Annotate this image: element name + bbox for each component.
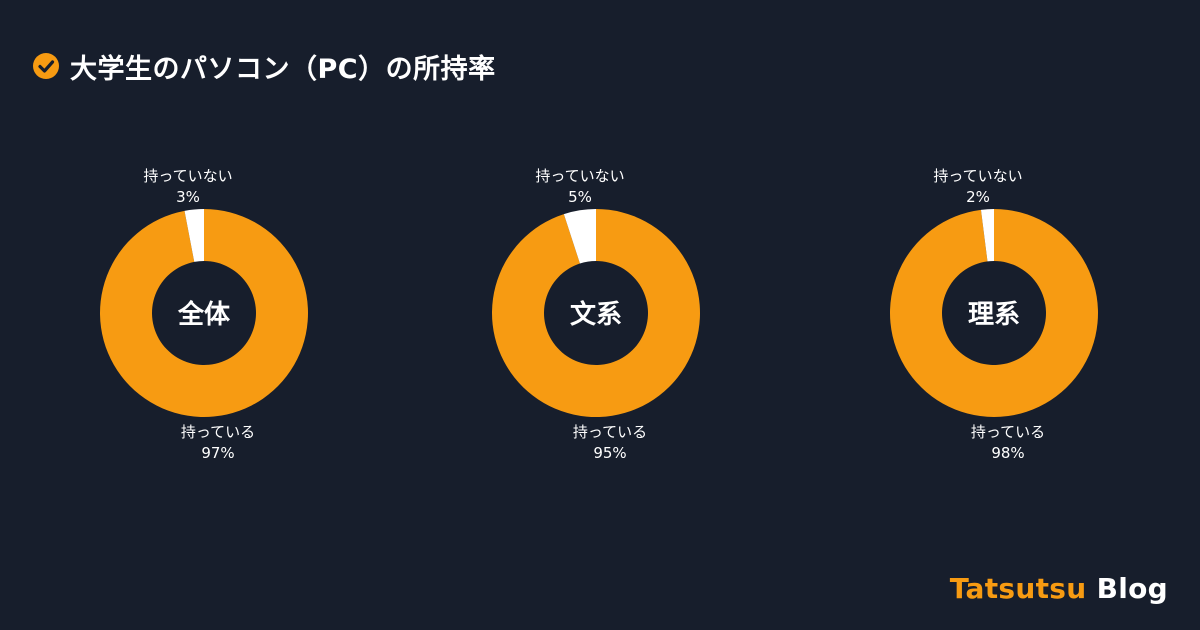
- title-row: 大学生のパソコン（PC）の所持率: [32, 44, 496, 88]
- slice-not-owned-1: [563, 209, 596, 264]
- slice-owned-1: [492, 209, 701, 417]
- label-not-owned-0: 持っていない: [143, 167, 232, 185]
- center-label-0: 全体: [177, 299, 231, 330]
- value-owned-2: 98%: [991, 444, 1024, 462]
- center-label-2: 理系: [968, 300, 1020, 330]
- page-title: 大学生のパソコン（PC）の所持率: [70, 53, 496, 85]
- slice-not-owned-2: [980, 209, 994, 262]
- label-owned-2: 持っている: [971, 423, 1045, 441]
- slice-not-owned-0: [184, 209, 204, 262]
- slice-owned-2: [889, 209, 1098, 417]
- brand-part2: Blog: [1096, 572, 1168, 605]
- brand-logo: Tatsutsu Blog: [950, 572, 1168, 605]
- value-owned-1: 95%: [593, 444, 626, 462]
- label-owned-0: 持っている: [181, 423, 255, 441]
- check-circle-icon: [33, 53, 59, 79]
- brand-part1: Tatsutsu: [949, 572, 1087, 605]
- slice-owned-0: [100, 209, 309, 418]
- value-not-owned-2: 2%: [966, 188, 990, 206]
- label-not-owned-1: 持っていない: [535, 167, 624, 185]
- label-not-owned-2: 持っていない: [933, 167, 1022, 185]
- value-not-owned-0: 3%: [176, 188, 200, 206]
- center-label-1: 文系: [570, 299, 622, 330]
- value-not-owned-1: 5%: [568, 188, 592, 206]
- label-owned-1: 持っている: [573, 423, 647, 441]
- value-owned-0: 97%: [201, 444, 234, 462]
